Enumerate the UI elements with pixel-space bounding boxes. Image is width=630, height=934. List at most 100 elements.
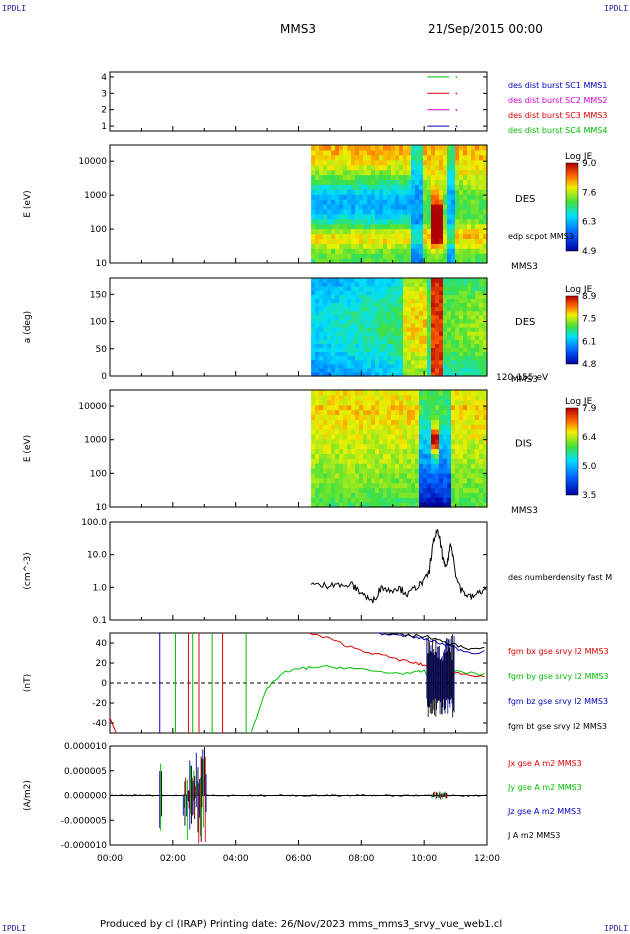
heatmap-cell-2-28-22 — [423, 282, 428, 287]
heatmap-cell-1-0-13 — [311, 194, 316, 200]
heatmap-cell-3-27-3 — [419, 487, 424, 493]
heatmap-cell-1-8-5 — [343, 233, 348, 239]
heatmap-cell-1-23-6 — [403, 228, 408, 235]
heatmap-cell-2-27-0 — [419, 371, 424, 377]
heatmap-cell-1-7-8 — [339, 218, 344, 225]
heatmap-cell-1-42-0 — [479, 258, 484, 264]
heatmap-cell-3-19-7 — [387, 468, 392, 474]
heatmap-cell-1-15-21 — [371, 154, 376, 161]
heatmap-cell-3-20-0 — [391, 502, 396, 508]
heatmap-cell-3-3-7 — [323, 468, 328, 474]
heatmap-cell-2-28-20 — [423, 290, 428, 295]
heatmap-cell-2-17-0 — [379, 371, 384, 377]
heatmap-cell-2-2-9 — [319, 335, 324, 340]
heatmap-cell-3-43-7 — [483, 468, 488, 474]
heatmap-cell-1-28-14 — [423, 189, 428, 195]
heatmap-cell-3-24-22 — [407, 394, 412, 401]
heatmap-cell-3-39-7 — [467, 468, 472, 474]
heatmap-cell-2-27-20 — [419, 290, 424, 295]
heatmap-cell-3-2-10 — [319, 453, 324, 459]
heatmap-cell-1-31-23 — [435, 145, 440, 151]
heatmap-cell-1-24-3 — [407, 243, 412, 249]
heatmap-cell-2-15-21 — [371, 286, 376, 291]
heatmap-cell-1-21-11 — [395, 204, 400, 210]
heatmap-cell-2-41-6 — [475, 347, 480, 353]
heatmap-cell-1-30-1 — [431, 253, 436, 259]
heatmap-cell-1-7-4 — [339, 238, 344, 244]
heatmap-cell-1-12-8 — [359, 218, 364, 225]
heatmap-cell-1-5-16 — [331, 179, 336, 185]
heatmap-cell-2-11-4 — [355, 355, 360, 361]
heatmap-cell-3-36-6 — [455, 472, 460, 479]
heatmap-cell-1-13-6 — [363, 228, 368, 235]
heatmap-cell-2-33-7 — [443, 343, 448, 348]
heatmap-cell-2-31-14 — [435, 314, 440, 320]
heatmap-cell-2-10-23 — [351, 278, 356, 283]
heatmap-cell-3-35-3 — [451, 487, 456, 493]
heatmap-cell-2-7-0 — [339, 371, 344, 377]
heatmap-cell-2-39-13 — [467, 318, 472, 324]
heatmap-cell-3-31-13 — [435, 438, 440, 445]
heatmap-cell-3-22-16 — [399, 424, 404, 430]
heatmap-cell-2-30-6 — [431, 347, 436, 353]
heatmap-cell-1-41-13 — [475, 194, 480, 200]
heatmap-cell-1-22-7 — [399, 223, 404, 230]
heatmap-cell-1-25-20 — [411, 159, 416, 166]
heatmap-cell-3-7-17 — [339, 419, 344, 425]
heatmap-cell-2-43-23 — [483, 278, 488, 283]
heatmap-cell-1-9-19 — [347, 164, 352, 171]
heatmap-cell-1-4-7 — [327, 223, 332, 230]
heatmap-cell-1-1-15 — [315, 184, 320, 190]
heatmap-cell-1-3-0 — [323, 258, 328, 264]
heatmap-cell-1-24-1 — [407, 253, 412, 259]
heatmap-cell-1-25-21 — [411, 154, 416, 161]
heatmap-cell-2-16-21 — [375, 286, 380, 291]
heatmap-cell-3-32-16 — [439, 424, 444, 430]
heatmap-cell-1-17-7 — [379, 223, 384, 230]
heatmap-cell-1-40-19 — [471, 164, 476, 171]
heatmap-cell-3-33-13 — [443, 438, 448, 445]
heatmap-cell-3-21-13 — [395, 438, 400, 445]
heatmap-cell-1-10-23 — [351, 145, 356, 151]
burst-legend-0: des dist burst SC1 MMS1 — [508, 81, 607, 90]
heatmap-cell-3-18-2 — [383, 492, 388, 498]
heatmap-cell-2-35-10 — [451, 331, 456, 336]
heatmap-cell-1-16-19 — [375, 164, 380, 171]
heatmap-cell-2-36-2 — [455, 363, 460, 369]
heatmap-cell-1-31-7 — [435, 223, 440, 230]
heatmap-cell-3-3-3 — [323, 487, 328, 493]
heatmap-cell-2-33-6 — [443, 347, 448, 353]
heatmap-cell-2-6-6 — [335, 347, 340, 353]
heatmap-cell-1-8-11 — [343, 204, 348, 210]
heatmap-cell-1-23-13 — [403, 194, 408, 200]
heatmap-cell-1-19-16 — [387, 179, 392, 185]
heatmap-cell-1-42-9 — [479, 213, 484, 220]
heatmap-cell-1-27-4 — [419, 238, 424, 244]
heatmap-cell-3-16-21 — [375, 399, 380, 406]
heatmap-cell-1-18-21 — [383, 154, 388, 161]
heatmap-cell-1-11-21 — [355, 154, 360, 161]
heatmap-cell-1-12-1 — [359, 253, 364, 259]
heatmap-cell-3-41-2 — [475, 492, 480, 498]
heatmap-cell-2-14-5 — [367, 351, 372, 357]
heatmap-cell-2-6-8 — [335, 339, 340, 344]
heatmap-cell-3-14-13 — [367, 438, 372, 445]
heatmap-cell-2-4-10 — [327, 331, 332, 336]
heatmap-cell-2-11-2 — [355, 363, 360, 369]
heatmap-cell-1-5-0 — [331, 258, 336, 264]
heatmap-cell-2-23-4 — [403, 355, 408, 361]
heatmap-cell-1-26-11 — [415, 204, 420, 210]
heatmap-cell-3-18-16 — [383, 424, 388, 430]
heatmap-cell-2-9-23 — [347, 278, 352, 283]
heatmap-cell-3-15-7 — [371, 468, 376, 474]
heatmap-cell-1-8-1 — [343, 253, 348, 259]
heatmap-cell-1-22-14 — [399, 189, 404, 195]
heatmap-cell-1-22-10 — [399, 208, 404, 215]
heatmap-cell-1-20-3 — [391, 243, 396, 249]
heatmap-cell-1-22-23 — [399, 145, 404, 151]
heatmap-cell-3-21-5 — [395, 477, 400, 484]
heatmap-cell-1-11-15 — [355, 184, 360, 190]
heatmap-cell-1-11-17 — [355, 174, 360, 180]
heatmap-cell-2-36-10 — [455, 331, 460, 336]
heatmap-cell-3-15-14 — [371, 433, 376, 440]
